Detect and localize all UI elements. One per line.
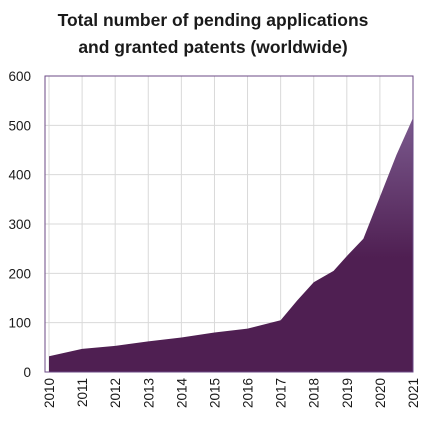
x-tick-label: 2013 <box>141 378 156 408</box>
y-tick-label: 500 <box>8 118 31 133</box>
y-axis: 0 100 200 300 400 500 600 <box>8 69 31 380</box>
x-axis: 2010 2011 2012 2013 2014 2015 2016 2017 2018 2019… <box>42 378 421 409</box>
x-tick-label: 2018 <box>307 378 322 408</box>
y-tick-label: 100 <box>8 316 31 331</box>
x-tick-label: 2015 <box>207 378 222 408</box>
x-tick-label: 2017 <box>274 378 289 408</box>
x-tick-label: 2012 <box>108 378 123 408</box>
x-tick-label: 2016 <box>241 378 256 408</box>
y-tick-label: 0 <box>23 365 31 380</box>
x-tick-label: 2011 <box>75 378 90 407</box>
area-series <box>49 117 413 372</box>
y-tick-label: 400 <box>8 168 31 183</box>
chart-title-line-1: Total number of pending applications <box>58 10 369 30</box>
x-tick-label: 2020 <box>373 378 388 408</box>
y-tick-label: 200 <box>8 266 31 281</box>
y-tick-label: 600 <box>8 69 31 84</box>
chart-title-line-2: and granted patents (worldwide) <box>78 37 347 57</box>
y-tick-label: 300 <box>8 217 31 232</box>
x-tick-label: 2014 <box>174 378 189 409</box>
plot-area <box>44 75 414 373</box>
x-tick-label: 2021 <box>406 378 421 408</box>
area-fill <box>49 117 413 372</box>
plot-border <box>44 75 414 373</box>
x-tick-label: 2019 <box>340 378 355 408</box>
x-tick-label: 2010 <box>42 378 57 408</box>
